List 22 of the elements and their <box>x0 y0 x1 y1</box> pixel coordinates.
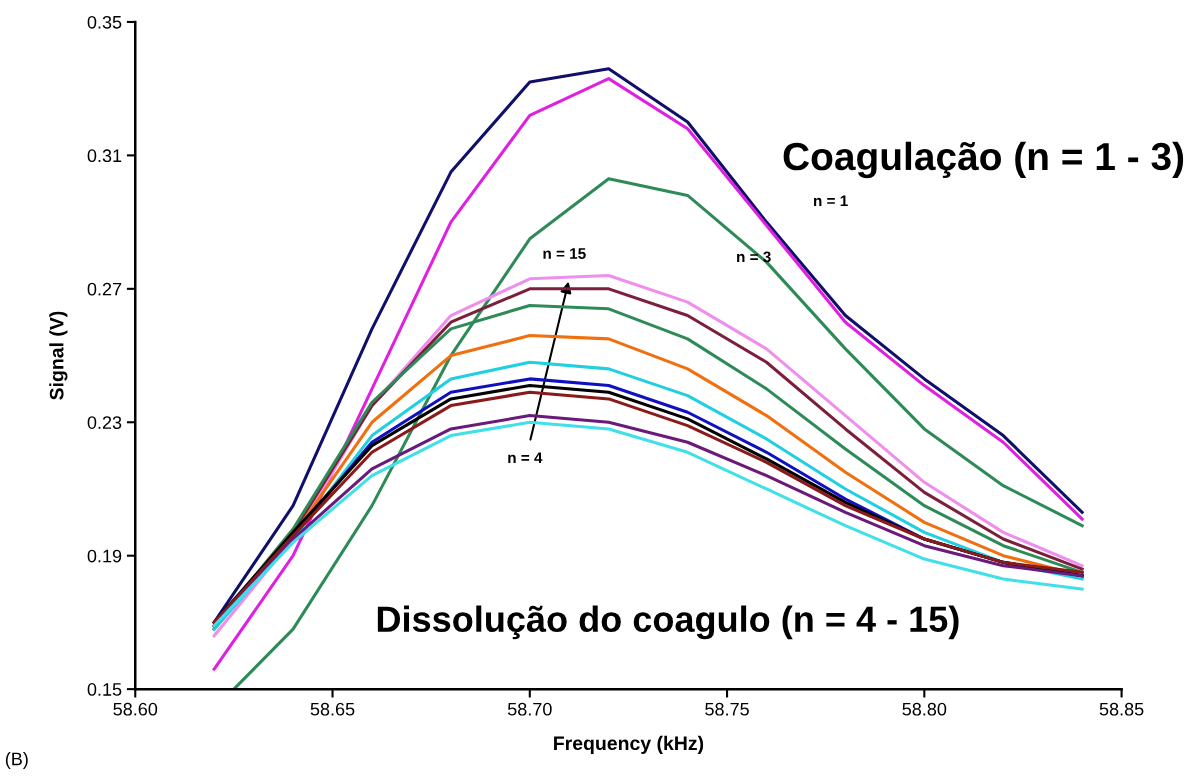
line-series <box>232 177 1084 690</box>
x-tick-label: 58.60 <box>113 702 158 716</box>
y-axis-title: Signal (V) <box>49 311 68 400</box>
x-tick-label: 58.75 <box>705 702 749 716</box>
y-tick-label: 0.35 <box>87 15 122 29</box>
annotation: n = 1 <box>814 195 848 207</box>
text: (B) <box>5 752 28 769</box>
annotation: n = 3 <box>737 251 771 263</box>
y-tick-label: 0.15 <box>87 683 122 696</box>
y-tick-label: 0.23 <box>87 416 122 429</box>
x-axis-title: Frequency (kHz) <box>554 735 704 754</box>
y-tick-label: 0.19 <box>87 549 122 563</box>
y-tick-label: 0.31 <box>87 149 122 163</box>
annotation: n = 15 <box>543 248 586 259</box>
x-tick-label: 58.85 <box>1099 702 1144 716</box>
annotation: Coagulação (n = 1 - 3) <box>783 141 1184 179</box>
annotation: Dissolução do coagulo (n = 4 - 15) <box>377 605 959 640</box>
y-tick-label: 0.27 <box>87 282 122 296</box>
x-tick-label: 58.80 <box>902 702 947 716</box>
annotation: n = 4 <box>508 452 543 463</box>
x-tick-label: 58.70 <box>507 702 552 716</box>
x-tick-label: 58.65 <box>310 702 355 716</box>
